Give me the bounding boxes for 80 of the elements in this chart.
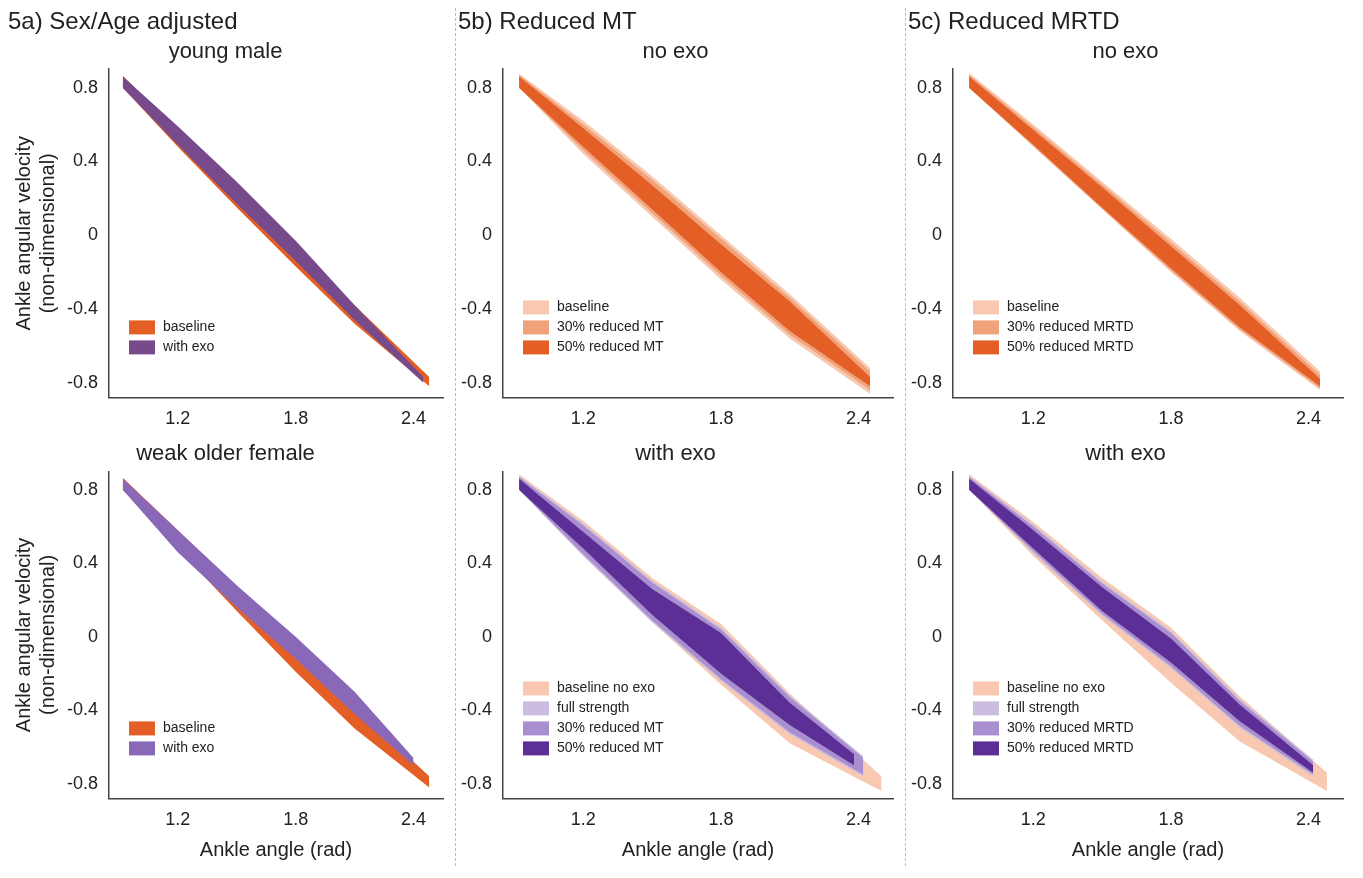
y-tick-label: -0.4 [460, 699, 493, 720]
x-tick-label: 1.8 [708, 408, 734, 429]
x-axis-title: Ankle angle (rad) [199, 837, 353, 860]
chart-title: 5a) Sex/Age adjusted [8, 7, 238, 35]
x-tick-label: 1.2 [1020, 809, 1046, 830]
y-tick-label: 0.4 [466, 150, 493, 171]
x-tick-label: 1.8 [283, 809, 309, 830]
y-tick-label: 0.4 [916, 552, 943, 573]
legend-label: baseline no exo [1007, 679, 1106, 696]
legend-label: 30% reduced MT [557, 318, 665, 335]
chart-title: 5c) Reduced MRTD [908, 7, 1120, 35]
legend-label: 50% reduced MT [557, 739, 665, 756]
x-tick-label: 1.2 [570, 408, 596, 429]
legend-label: full strength [1007, 699, 1080, 716]
chart-subtitle: with exo [1084, 440, 1166, 466]
x-tick-label: 1.2 [165, 408, 191, 429]
y-tick-label: -0.8 [460, 772, 493, 793]
x-tick-label: 2.4 [846, 809, 872, 830]
y-tick-label: -0.8 [460, 371, 493, 392]
chart-subtitle: with exo [634, 440, 716, 466]
chart-subtitle: weak older female [135, 440, 315, 466]
y-tick-label: -0.4 [910, 297, 943, 318]
y-axis-title: Ankle angular velocity (non-dimensional) [11, 136, 58, 331]
x-tick-label: 2.4 [401, 809, 427, 830]
legend-label: 50% reduced MRTD [1007, 739, 1134, 756]
legend-label: 30% reduced MT [557, 719, 665, 736]
y-tick-label: 0 [88, 625, 99, 646]
y-tick-label: 0 [88, 224, 99, 245]
chart-title: 5b) Reduced MT [458, 7, 638, 35]
y-tick-label: -0.8 [66, 772, 99, 793]
x-tick-label: 1.8 [1158, 408, 1184, 429]
legend-label: full strength [557, 699, 630, 716]
y-tick-label: 0.8 [916, 76, 943, 97]
y-tick-label: -0.4 [910, 699, 943, 720]
chart-subtitle: no exo [642, 38, 709, 64]
x-axis-title: Ankle angle (rad) [1071, 837, 1225, 860]
y-tick-label: 0 [482, 625, 493, 646]
y-tick-label: 0.8 [916, 478, 943, 499]
legend-label: 30% reduced MRTD [1007, 318, 1134, 335]
y-tick-label: -0.8 [910, 371, 943, 392]
y-tick-label: 0.8 [72, 76, 99, 97]
y-axis-title: Ankle angular velocity (non-dimensional) [11, 537, 58, 733]
legend-label: baseline [1007, 298, 1060, 315]
y-tick-label: -0.8 [66, 371, 99, 392]
y-tick-label: 0.8 [466, 76, 493, 97]
chart-subtitle: no exo [1092, 38, 1159, 64]
y-tick-label: 0.8 [466, 478, 493, 499]
y-tick-label: 0 [932, 224, 943, 245]
y-tick-label: 0 [932, 625, 943, 646]
x-tick-label: 1.2 [165, 809, 191, 830]
legend-label: with exo [162, 338, 215, 355]
x-tick-label: 1.8 [283, 408, 309, 429]
y-tick-label: 0 [482, 224, 493, 245]
legend-label: baseline no exo [557, 679, 656, 696]
y-tick-label: -0.4 [66, 699, 99, 720]
x-tick-label: 2.4 [1296, 408, 1322, 429]
legend-label: 50% reduced MT [557, 338, 665, 355]
x-tick-label: 1.8 [1158, 809, 1184, 830]
y-tick-label: 0.4 [72, 150, 99, 171]
legend-label: baseline [557, 298, 610, 315]
legend-label: baseline [163, 318, 216, 335]
y-tick-label: -0.8 [910, 772, 943, 793]
x-tick-label: 1.8 [708, 809, 734, 830]
legend-label: 30% reduced MRTD [1007, 719, 1134, 736]
legend-label: baseline [163, 719, 216, 736]
y-tick-label: -0.4 [460, 297, 493, 318]
y-tick-label: 0.4 [916, 150, 943, 171]
x-tick-label: 2.4 [1296, 809, 1322, 830]
x-axis-title: Ankle angle (rad) [621, 837, 775, 860]
legend-label: 50% reduced MRTD [1007, 338, 1134, 355]
legend-label: with exo [162, 739, 215, 756]
y-tick-label: -0.4 [66, 297, 99, 318]
chart-subtitle: young male [168, 38, 283, 64]
y-tick-label: 0.4 [72, 552, 99, 573]
x-tick-label: 1.2 [570, 809, 596, 830]
x-tick-label: 2.4 [401, 408, 427, 429]
x-tick-label: 1.2 [1020, 408, 1046, 429]
x-tick-label: 2.4 [846, 408, 872, 429]
y-tick-label: 0.8 [72, 478, 99, 499]
y-tick-label: 0.4 [466, 552, 493, 573]
